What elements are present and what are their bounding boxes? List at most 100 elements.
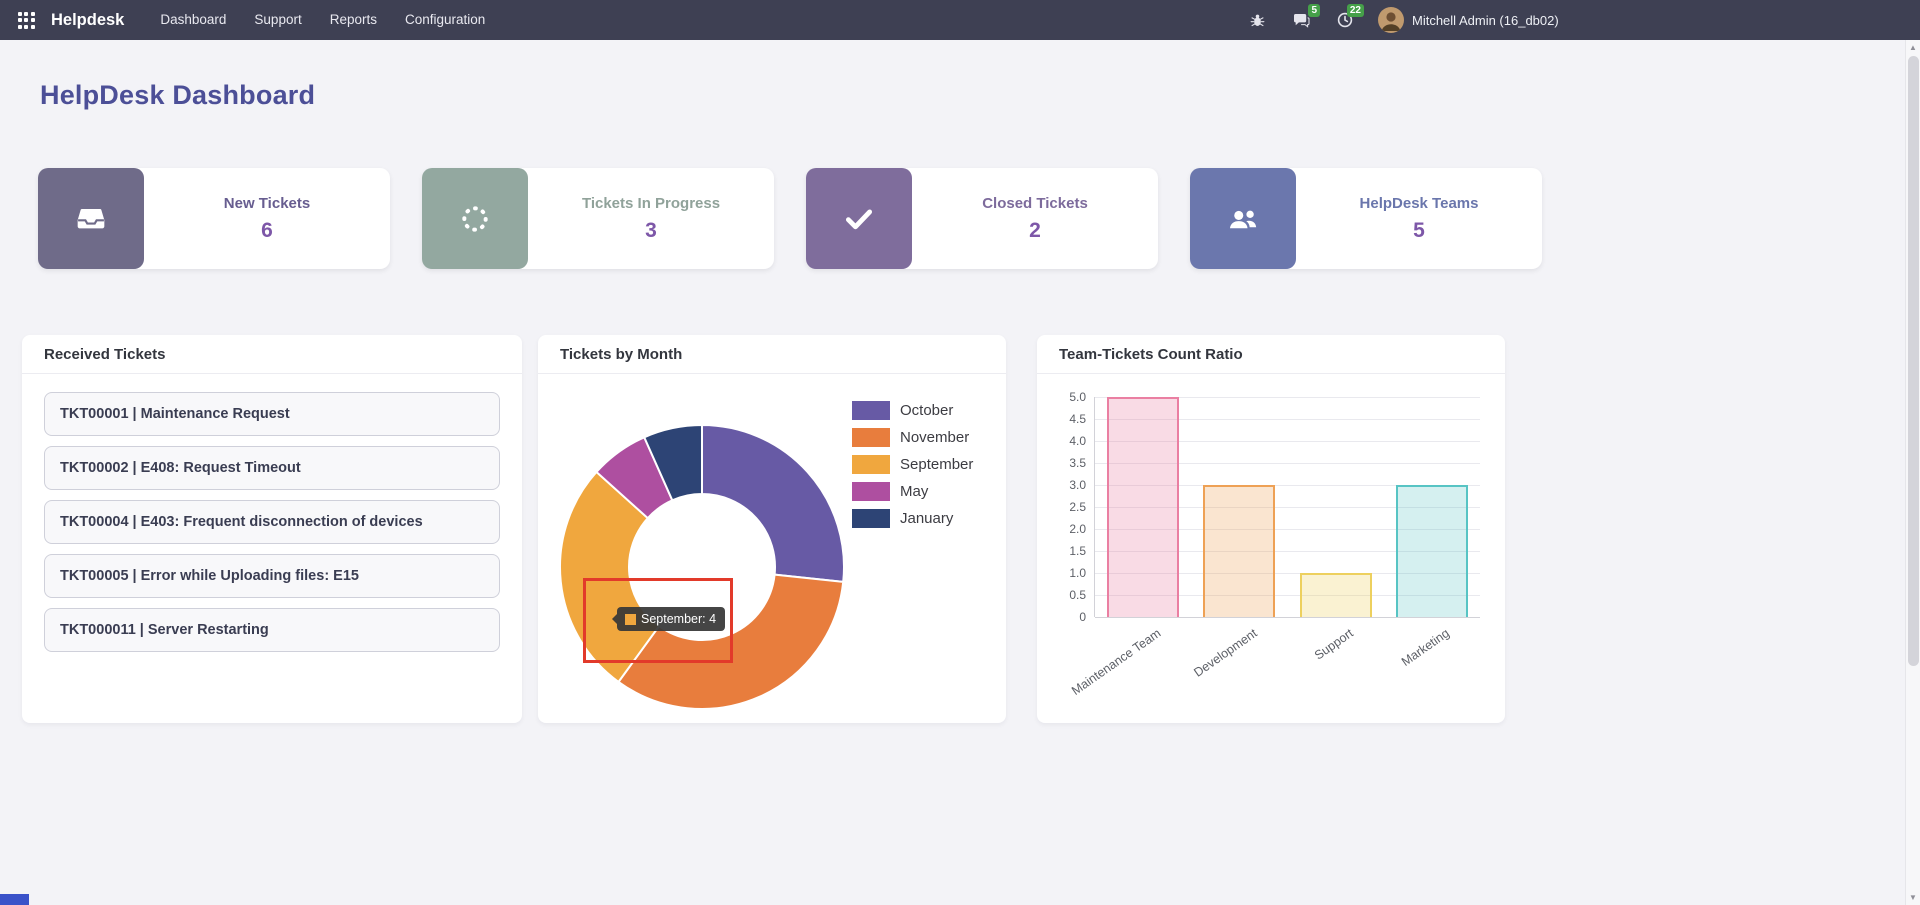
ticket-item[interactable]: TKT000011 | Server Restarting	[44, 608, 500, 652]
users-icon	[1229, 210, 1257, 228]
activities-button[interactable]: 22	[1326, 0, 1364, 40]
nav-menu: Dashboard Support Reports Configuration	[146, 0, 499, 40]
kpi-card-closed-tickets[interactable]: Closed Tickets 2	[806, 168, 1158, 269]
scroll-up-icon[interactable]	[1906, 40, 1920, 55]
user-avatar	[1378, 7, 1404, 33]
bar-marketing[interactable]	[1395, 485, 1468, 617]
kpi-value: 6	[261, 218, 273, 242]
legend-item-september[interactable]: September	[852, 451, 973, 478]
top-navbar: Helpdesk Dashboard Support Reports Confi…	[0, 0, 1920, 40]
legend-swatch	[852, 455, 890, 474]
legend-item-may[interactable]: May	[852, 478, 973, 505]
scrollbar-thumb[interactable]	[1907, 56, 1919, 666]
legend-item-january[interactable]: January	[852, 505, 973, 532]
y-tick-label: 3.0	[1069, 478, 1086, 492]
panel-header: Team-Tickets Count Ratio	[1037, 335, 1505, 374]
chart-legend: October November September May January	[852, 397, 973, 532]
gridline	[1095, 419, 1480, 420]
tooltip-label: September: 4	[641, 612, 717, 626]
bug-icon	[1250, 14, 1264, 26]
y-tick-label: 3.5	[1069, 456, 1086, 470]
messages-button[interactable]: 5	[1282, 0, 1320, 40]
nav-item-configuration[interactable]: Configuration	[405, 12, 486, 27]
gridline	[1095, 397, 1480, 398]
y-tick-label: 2.0	[1069, 522, 1086, 536]
bar-support[interactable]	[1299, 573, 1372, 617]
y-tick-label: 2.5	[1069, 500, 1086, 514]
gridline	[1095, 463, 1480, 464]
y-tick-label: 1.0	[1069, 566, 1086, 580]
page-title: HelpDesk Dashboard	[40, 80, 316, 110]
y-tick-label: 1.5	[1069, 544, 1086, 558]
gridline	[1095, 595, 1480, 596]
panel-title: Received Tickets	[44, 345, 166, 363]
kpi-value: 5	[1413, 218, 1425, 242]
legend-label: October	[900, 402, 954, 419]
tooltip-swatch	[625, 613, 636, 625]
legend-item-november[interactable]: November	[852, 424, 973, 451]
app-brand[interactable]: Helpdesk	[51, 10, 125, 29]
y-axis-line	[1094, 397, 1095, 617]
x-tick-label: Development	[1191, 626, 1260, 680]
nav-item-reports[interactable]: Reports	[329, 12, 377, 27]
ticket-item[interactable]: TKT00004 | E403: Frequent disconnection …	[44, 500, 500, 544]
check-icon	[845, 209, 873, 229]
activities-badge: 22	[1346, 4, 1364, 17]
donut-chart[interactable]	[557, 422, 847, 712]
legend-label: May	[900, 483, 929, 500]
legend-swatch	[852, 401, 890, 420]
x-tick-label: Marketing	[1398, 626, 1452, 669]
inbox-icon	[77, 208, 105, 228]
gridline	[1095, 551, 1480, 552]
panel-title: Team-Tickets Count Ratio	[1059, 345, 1243, 363]
highlight-rectangle	[583, 578, 733, 663]
gridline	[1095, 573, 1480, 574]
gridline	[1095, 441, 1480, 442]
apps-grid-icon	[17, 11, 35, 29]
bar-maintenance-team[interactable]	[1107, 397, 1180, 617]
x-tick-label: Maintenance Team	[1068, 626, 1164, 698]
scroll-down-icon[interactable]	[1906, 890, 1920, 905]
panel-header: Tickets by Month	[538, 335, 1006, 374]
panel-tickets-by-month: Tickets by Month October November Septem…	[538, 335, 1006, 723]
messages-badge: 5	[1308, 4, 1320, 17]
spinner-icon	[462, 205, 488, 232]
debug-button[interactable]	[1238, 0, 1276, 40]
ticket-item[interactable]: TKT00001 | Maintenance Request	[44, 392, 500, 436]
kpi-label: Tickets In Progress	[581, 194, 721, 212]
chart-tooltip: September: 4	[611, 607, 726, 631]
browser-status-strip	[0, 894, 29, 905]
ticket-item[interactable]: TKT00002 | E408: Request Timeout	[44, 446, 500, 490]
user-menu[interactable]: Mitchell Admin (16_db02)	[1378, 7, 1559, 33]
kpi-body: Closed Tickets 2	[912, 168, 1158, 269]
kpi-body: HelpDesk Teams 5	[1296, 168, 1542, 269]
ticket-list: TKT00001 | Maintenance Request TKT00002 …	[22, 374, 522, 670]
nav-item-support[interactable]: Support	[254, 12, 302, 27]
y-tick-label: 5.0	[1069, 390, 1086, 404]
kpi-value: 2	[1029, 218, 1041, 242]
legend-item-october[interactable]: October	[852, 397, 973, 424]
navbar-systray: 5 22 Mitchell Admin (16_db02)	[1238, 0, 1559, 40]
navbar-left: Helpdesk Dashboard Support Reports Confi…	[0, 0, 499, 40]
nav-item-dashboard[interactable]: Dashboard	[160, 12, 227, 27]
donut-slice-october[interactable]	[701, 423, 845, 583]
kpi-card-tickets-in-progress[interactable]: Tickets In Progress 3	[422, 168, 774, 269]
gridline	[1095, 507, 1480, 508]
legend-swatch	[852, 428, 890, 447]
gridline	[1095, 485, 1480, 486]
kpi-row: New Tickets 6 Tickets In Progress 3	[38, 168, 1542, 269]
y-tick-label: 0	[1079, 610, 1086, 624]
kpi-body: New Tickets 6	[144, 168, 390, 269]
y-tick-label: 4.5	[1069, 412, 1086, 426]
bar-development[interactable]	[1203, 485, 1276, 617]
chat-icon	[1293, 13, 1310, 28]
donut-slice-january[interactable]	[642, 423, 703, 502]
clock-icon	[1337, 12, 1353, 28]
kpi-tile	[806, 168, 912, 269]
kpi-tile	[422, 168, 528, 269]
ticket-item[interactable]: TKT00005 | Error while Uploading files: …	[44, 554, 500, 598]
kpi-card-helpdesk-teams[interactable]: HelpDesk Teams 5	[1190, 168, 1542, 269]
kpi-card-new-tickets[interactable]: New Tickets 6	[38, 168, 390, 269]
apps-menu-button[interactable]	[13, 7, 39, 33]
vertical-scrollbar[interactable]	[1905, 40, 1920, 905]
